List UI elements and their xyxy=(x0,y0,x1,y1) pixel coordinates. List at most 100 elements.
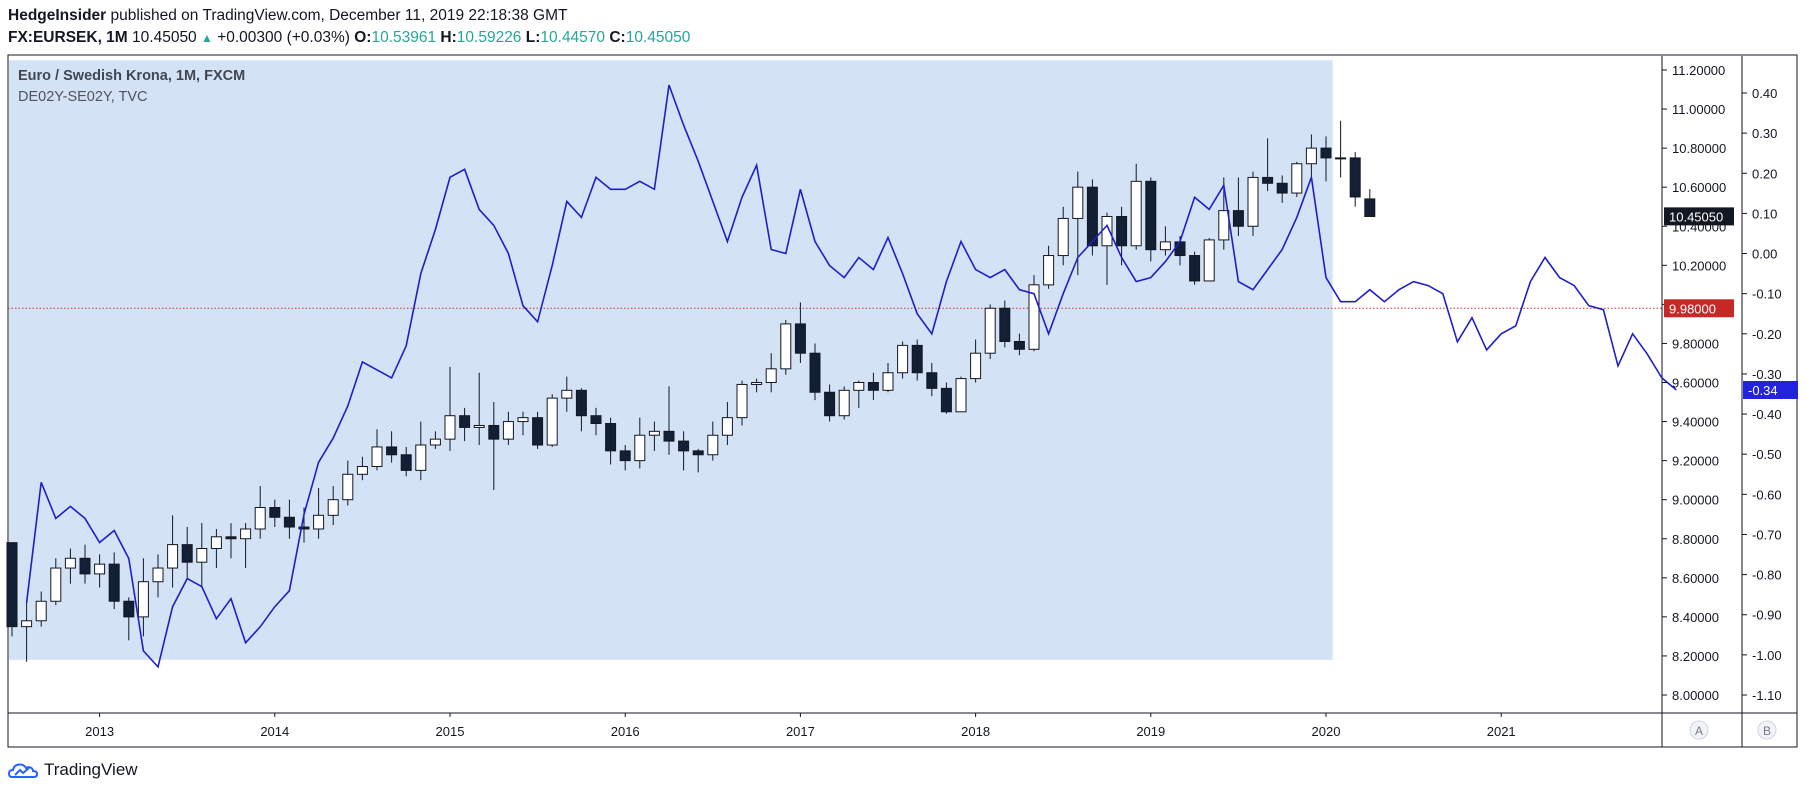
candle xyxy=(356,456,368,481)
axis-a-tick-label: 9.60000 xyxy=(1672,376,1719,391)
scale-b-button[interactable]: B xyxy=(1763,724,1771,738)
candle xyxy=(1232,177,1244,237)
time-axis-label: 2015 xyxy=(436,724,465,739)
overlay-value-tag: -0.34 xyxy=(1748,383,1778,398)
candle-body-down xyxy=(590,415,602,425)
candle-body-up xyxy=(1203,239,1215,282)
candle xyxy=(473,372,485,445)
axis-b-tick-label: -0.60 xyxy=(1752,487,1782,502)
candle xyxy=(1335,120,1347,178)
candle-body-up xyxy=(1101,215,1113,247)
time-axis-label: 2018 xyxy=(961,724,990,739)
candle xyxy=(1013,333,1025,356)
candle xyxy=(1086,179,1098,256)
candle xyxy=(692,448,704,473)
last-price-tag: 10.45050 xyxy=(1669,209,1723,224)
candle-body-up xyxy=(648,430,660,436)
candle xyxy=(196,523,208,588)
candle-body-up xyxy=(313,514,325,530)
axis-b-tick-label: -0.40 xyxy=(1752,407,1782,422)
candle xyxy=(21,601,33,662)
candle-body-down xyxy=(108,563,120,602)
axis-b-tick-label: -0.70 xyxy=(1752,527,1782,542)
candle-body-up xyxy=(838,389,850,417)
tradingview-brand[interactable]: TradingView xyxy=(8,760,138,780)
candle xyxy=(1043,245,1055,289)
candle-body-up xyxy=(415,444,427,471)
axis-a-tick-label: 10.20000 xyxy=(1672,258,1726,273)
candle xyxy=(1028,275,1040,352)
overlay-series-legend[interactable]: DE02Y-SE02Y, TVC xyxy=(18,89,148,105)
candle-body-up xyxy=(984,307,996,354)
candle-body-down xyxy=(1086,186,1098,247)
candle xyxy=(590,407,602,436)
candle-body-down xyxy=(619,450,631,462)
candle xyxy=(327,486,339,526)
candle xyxy=(794,302,806,363)
axis-b-tick-label: -0.80 xyxy=(1752,568,1782,583)
time-axis-label: 2016 xyxy=(611,724,640,739)
chart-frame xyxy=(7,54,1798,748)
candle-body-down xyxy=(1145,180,1157,251)
candle xyxy=(1159,226,1171,256)
candle xyxy=(721,402,733,445)
axis-b-tick-label: -1.10 xyxy=(1752,688,1782,703)
candle xyxy=(707,421,719,461)
candle xyxy=(736,380,748,426)
candle xyxy=(371,429,383,471)
axis-a-tick-label: 8.20000 xyxy=(1672,649,1719,664)
low-value: 10.44570 xyxy=(540,29,606,46)
candle xyxy=(415,421,427,481)
candle xyxy=(283,499,295,539)
last-price-tag-bg xyxy=(1664,207,1734,226)
axis-a-tick-label: 9.00000 xyxy=(1672,493,1719,508)
candle-body-down xyxy=(809,352,821,393)
author-name[interactable]: HedgeInsider xyxy=(8,7,107,24)
candle xyxy=(926,362,938,397)
candle xyxy=(254,486,266,539)
axis-b-tick-label: 0.00 xyxy=(1752,247,1777,262)
time-axis-label: 2021 xyxy=(1487,724,1516,739)
candle-body-down xyxy=(79,557,91,575)
candle xyxy=(1145,177,1157,262)
candle xyxy=(882,362,894,393)
candle-body-up xyxy=(429,438,441,446)
candle-body-up xyxy=(1218,210,1230,241)
candle-body-up xyxy=(721,417,733,436)
candle-body-down xyxy=(269,507,281,518)
candle-body-down xyxy=(488,424,500,440)
candle-body-down xyxy=(999,307,1011,342)
candle xyxy=(1116,206,1128,266)
candle xyxy=(940,382,952,414)
candle xyxy=(6,542,18,637)
candle xyxy=(167,515,179,588)
axis-b-tick-label: -0.10 xyxy=(1752,287,1782,302)
highlight-rectangle xyxy=(9,60,1333,660)
candle-body-up xyxy=(853,382,865,391)
publish-info: HedgeInsider published on TradingView.co… xyxy=(8,7,567,25)
candle-body-up xyxy=(1291,163,1303,194)
candle xyxy=(824,384,836,422)
candle-body-up xyxy=(955,378,967,413)
overlay-value-tag-bg xyxy=(1743,380,1798,399)
candle xyxy=(488,402,500,490)
candle-body-down xyxy=(911,344,923,374)
candle-body-down xyxy=(692,450,704,456)
candle-body-down xyxy=(459,415,471,428)
horizontal-line-tag-bg xyxy=(1664,299,1734,318)
scale-a-button[interactable]: A xyxy=(1695,724,1703,738)
candle xyxy=(429,431,441,449)
candle-body-up xyxy=(517,417,529,423)
candle xyxy=(79,544,91,584)
candle-body-down xyxy=(123,600,135,618)
candle xyxy=(1320,136,1332,182)
candle-body-up xyxy=(35,600,47,622)
axis-a-tick-label: 9.20000 xyxy=(1672,454,1719,469)
axis-b-tick-label: 0.30 xyxy=(1752,126,1777,141)
axis-b-tick-label: 0.20 xyxy=(1752,166,1777,181)
close-label: C: xyxy=(609,29,626,46)
candle xyxy=(1247,171,1259,237)
main-series-legend[interactable]: Euro / Swedish Krona, 1M, FXCM xyxy=(18,68,246,84)
axis-b-tick-label: -1.00 xyxy=(1752,648,1782,663)
